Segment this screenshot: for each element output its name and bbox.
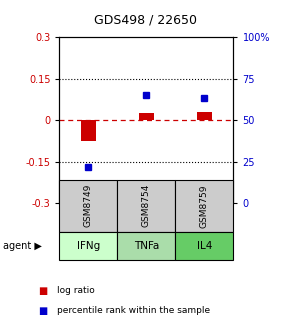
Text: GDS498 / 22650: GDS498 / 22650 — [93, 13, 197, 27]
Text: IL4: IL4 — [197, 241, 212, 251]
Text: GSM8754: GSM8754 — [142, 184, 151, 227]
Text: GSM8759: GSM8759 — [200, 184, 209, 227]
Bar — [197, 112, 212, 120]
Text: agent ▶: agent ▶ — [3, 241, 42, 251]
Text: log ratio: log ratio — [57, 286, 94, 295]
Text: ■: ■ — [38, 306, 47, 316]
Text: IFNg: IFNg — [77, 241, 100, 251]
Bar — [139, 113, 154, 120]
Text: ■: ■ — [38, 286, 47, 296]
Text: percentile rank within the sample: percentile rank within the sample — [57, 306, 210, 315]
Text: TNFa: TNFa — [134, 241, 159, 251]
Bar — [81, 120, 96, 141]
Text: GSM8749: GSM8749 — [84, 184, 93, 227]
